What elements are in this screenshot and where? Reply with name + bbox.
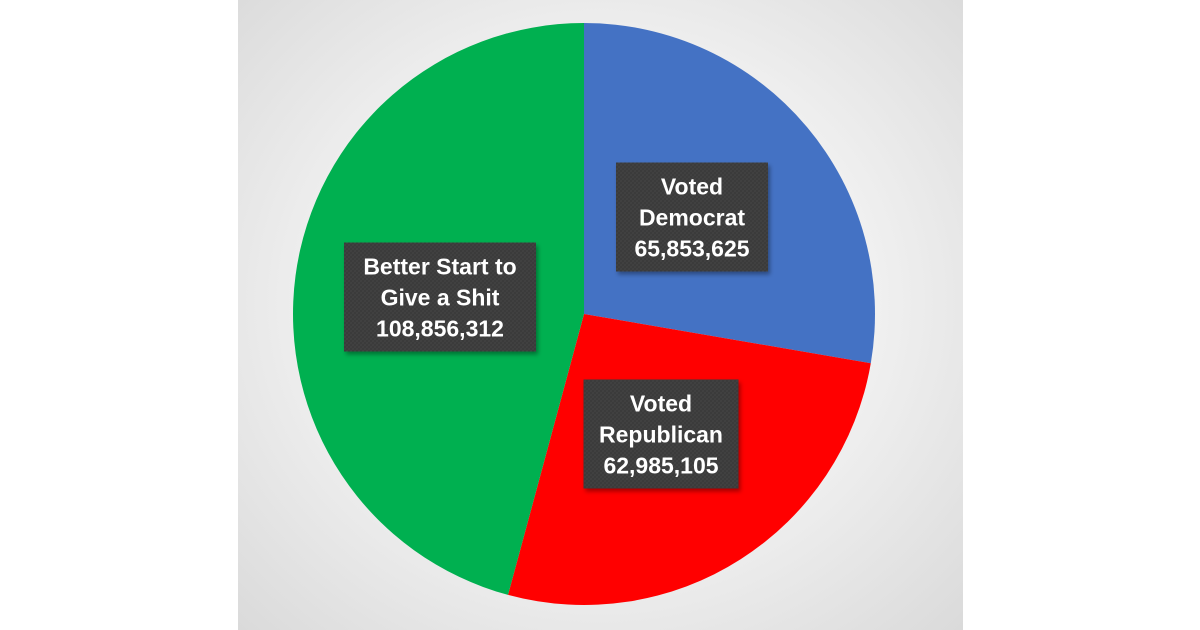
data-label-value: 108,856,312 bbox=[376, 316, 504, 342]
data-label-voted-democrat: Voted Democrat 65,853,625 bbox=[616, 162, 768, 272]
data-label-box bbox=[583, 379, 739, 489]
data-label-box bbox=[616, 162, 768, 272]
data-label-category: Voted bbox=[630, 391, 692, 417]
data-label-category: Voted bbox=[661, 174, 723, 200]
data-label-category: Democrat bbox=[639, 205, 745, 231]
data-label-better-start-to-give-a-shit: Better Start to Give a Shit 108,856,312 bbox=[344, 242, 536, 352]
data-label-category: Better Start to bbox=[363, 254, 516, 280]
data-label-category: Republican bbox=[599, 422, 723, 448]
data-label-box bbox=[344, 242, 536, 352]
data-label-category: Give a Shit bbox=[381, 285, 500, 311]
data-label-value: 62,985,105 bbox=[603, 453, 718, 479]
data-label-value: 65,853,625 bbox=[634, 236, 749, 262]
data-label-voted-republican: Voted Republican 62,985,105 bbox=[583, 379, 739, 489]
